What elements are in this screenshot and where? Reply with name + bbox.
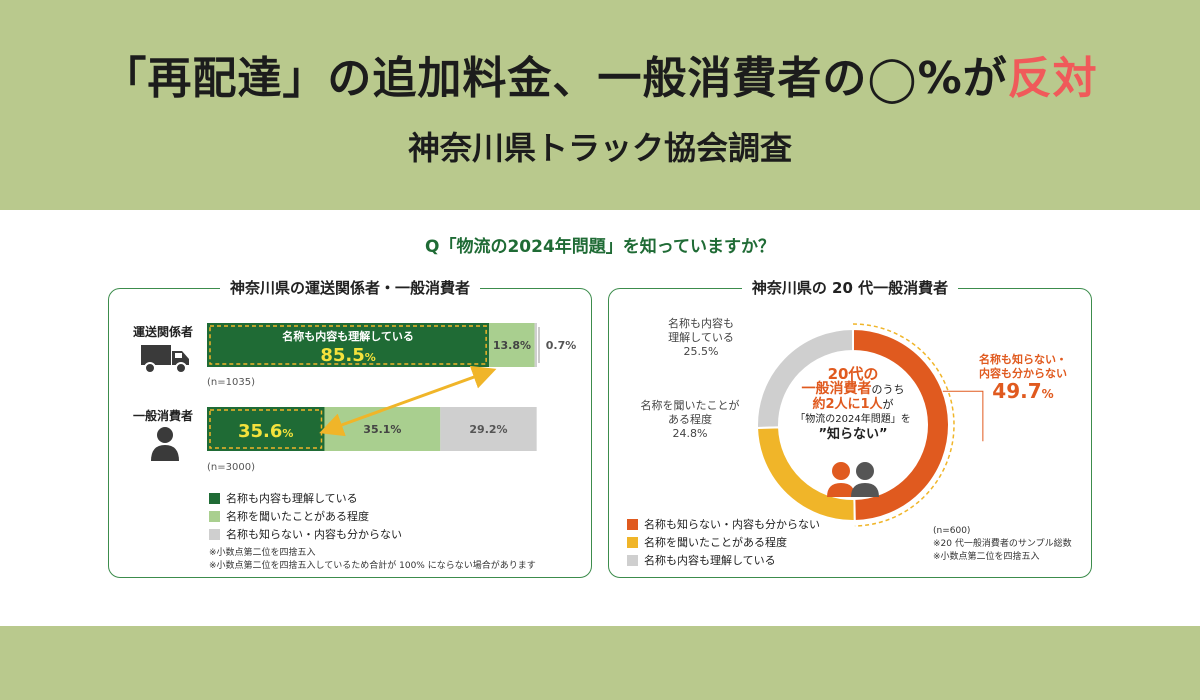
center-line1: 20代の: [827, 365, 879, 383]
subtitle: 神奈川県トラック協会調査: [407, 129, 792, 167]
label-unknown-pct: %: [1041, 387, 1054, 401]
truck-icon: [141, 345, 189, 374]
bar-segment: [207, 323, 490, 367]
data-label: 29.2%: [469, 423, 507, 436]
label-understand-val: 25.5%: [683, 345, 719, 358]
stacked-bar-chart: 13.8% 0.7% 名称も内容も理解している 85.5% 35.1% 29.2% 35.6…: [207, 323, 577, 451]
left-box-title: 神奈川県の運送関係者・一般消費者: [219, 279, 480, 297]
legend-label: 名称も知らない・内容も分からない: [644, 518, 820, 531]
data-label: 0.7%: [546, 339, 577, 352]
percent-sign: %: [365, 351, 376, 364]
data-label: 13.8%: [493, 339, 531, 352]
center-line2a: 一般消費者: [801, 381, 872, 397]
bar-segment: [207, 407, 325, 451]
center-line2: 一般消費者のうち: [788, 382, 918, 397]
legend-swatch: [627, 554, 638, 566]
note-line: ※小数点第二位を四捨五入しているため合計が 100% にならない場合があります: [209, 561, 536, 571]
left-legend: 名称も内容も理解している 名称を聞いたことがある程度 名称も知らない・内容も分か…: [209, 489, 402, 543]
headline-text: 「再配達」の追加料金、一般消費者の◯%が: [102, 53, 1008, 104]
legend-item: 名称を聞いたことがある程度: [209, 507, 402, 525]
note-line: ※20 代一般消費者のサンプル総数: [933, 539, 1072, 549]
legend-label: 名称も知らない・内容も分からない: [226, 528, 402, 541]
legend-label: 名称を聞いたことがある程度: [226, 510, 369, 523]
label-heard-val: 24.8%: [672, 427, 708, 440]
legend-swatch: [209, 510, 220, 522]
label-understand: 名称も内容も 理解している 25.5%: [641, 317, 761, 359]
bar-highlight-border: [209, 325, 487, 365]
legend-swatch: [627, 518, 638, 530]
donut-center-text: 20代の 一般消費者のうち 約2人に1人が 「物流の2024年問題」を ”知らな…: [788, 365, 918, 443]
left-box-title-wrap: 神奈川県の運送関係者・一般消費者: [109, 277, 591, 298]
center-line3a: 約2人に1人: [812, 397, 883, 412]
person-icon: [151, 427, 179, 461]
left-chart-box: 神奈川県の運送関係者・一般消費者 運送関係者 一般消費者 13.: [108, 279, 592, 578]
left-notes: ※小数点第二位を四捨五入 ※小数点第二位を四捨五入しているため合計が 100% …: [209, 547, 536, 573]
label-unknown-1: 名称も知らない・: [979, 353, 1067, 366]
row-label-transport: 運送関係者: [133, 325, 194, 339]
legend-label: 名称を聞いたことがある程度: [644, 536, 787, 549]
legend-label: 名称も内容も理解している: [644, 554, 776, 567]
question: Q「物流の2024年問題」を知っていますか？: [425, 237, 775, 257]
legend-label: 名称も内容も理解している: [226, 492, 358, 505]
donut-chart: [756, 323, 984, 527]
center-line2b: のうち: [871, 383, 905, 396]
center-line3b: が: [882, 398, 894, 411]
legend-swatch: [627, 536, 638, 548]
donut-slice: [852, 327, 950, 523]
bar-segment: [534, 323, 537, 367]
bar-segment: [489, 323, 535, 367]
headline: 「再配達」の追加料金、一般消費者の◯%が反対: [0, 42, 1200, 106]
big-value-label: 35.6%: [238, 421, 293, 442]
label-unknown: 名称も知らない・ 内容も分からない 49.7%: [961, 353, 1085, 402]
headline-accent: 反対: [1007, 53, 1098, 104]
label-understand-1: 名称も内容も: [668, 317, 734, 330]
label-heard-2: ある程度: [668, 413, 712, 426]
right-notes: (n=600) ※20 代一般消費者のサンプル総数 ※小数点第二位を四捨五入: [933, 525, 1072, 564]
big-value-label: 85.5%: [320, 345, 375, 366]
note-line: (n=600): [933, 526, 971, 536]
bar-highlight-border: [209, 409, 323, 449]
header: 「再配達」の追加料金、一般消費者の◯%が反対 神奈川県トラック協会調査: [0, 0, 1200, 210]
n-label-consumer: (n=3000): [207, 462, 255, 473]
legend-swatch: [209, 528, 220, 540]
right-chart-box: 神奈川県の 20 代一般消費者 20代の 一般消費者のうち 約2人に1人が 「物…: [608, 279, 1092, 578]
two-people-icon: [827, 462, 879, 497]
center-line4: 「物流の2024年問題」を: [795, 414, 911, 425]
content-panel: Q「物流の2024年問題」を知っていますか？ 神奈川県の運送関係者・一般消費者 …: [0, 210, 1200, 626]
center-line5: ”知らない”: [818, 427, 888, 442]
percent-sign: %: [282, 427, 293, 440]
data-label: 35.1%: [363, 423, 401, 436]
donut-slice: [756, 426, 856, 522]
legend-item: 名称も知らない・内容も分からない: [627, 515, 820, 533]
label-heard: 名称を聞いたことが ある程度 24.8%: [615, 399, 765, 441]
row-label-consumer: 一般消費者: [133, 409, 194, 423]
label-unknown-val: 49.7: [992, 379, 1042, 403]
right-box-title-wrap: 神奈川県の 20 代一般消費者: [609, 277, 1091, 298]
n-label-transport: (n=1035): [207, 377, 255, 388]
label-understand-2: 理解している: [668, 331, 734, 344]
right-box-title: 神奈川県の 20 代一般消費者: [741, 279, 959, 297]
footer-band: [0, 626, 1200, 700]
legend-item: 名称も内容も理解している: [209, 489, 402, 507]
right-legend: 名称も知らない・内容も分からない 名称を聞いたことがある程度 名称も内容も理解し…: [627, 515, 820, 569]
label-unknown-2: 内容も分からない: [979, 367, 1067, 380]
legend-item: 名称も知らない・内容も分からない: [209, 525, 402, 543]
legend-item: 名称を聞いたことがある程度: [627, 533, 820, 551]
note-line: ※小数点第二位を四捨五入: [933, 552, 1040, 562]
leader-line: [942, 390, 984, 442]
label-heard-1: 名称を聞いたことが: [640, 399, 740, 412]
comparison-arrow: [319, 365, 497, 437]
legend-swatch: [209, 492, 220, 504]
label-unknown-val-wrap: 49.7%: [961, 381, 1085, 402]
bar-inner-caption: 名称も内容も理解している: [282, 329, 414, 343]
highlight-arc: [852, 323, 955, 527]
legend-item: 名称も内容も理解している: [627, 551, 820, 569]
note-line: ※小数点第二位を四捨五入: [209, 548, 316, 558]
center-line3: 約2人に1人が: [788, 397, 918, 412]
